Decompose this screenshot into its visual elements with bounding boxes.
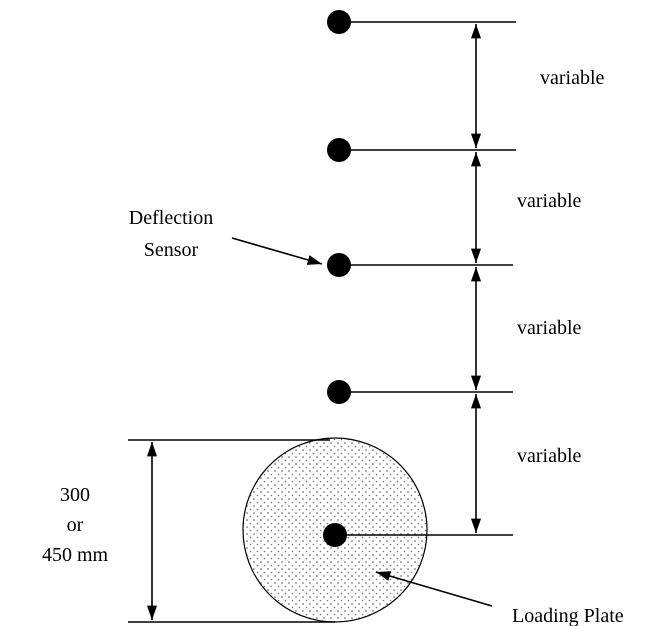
sensors [323, 10, 351, 547]
plate-label: Loading Plate [512, 605, 624, 626]
spacing-label: variable [517, 445, 582, 467]
dimension-arrows [146, 24, 493, 620]
spacing-label: variable [540, 67, 605, 89]
diameter-label: 450 mm [42, 544, 109, 566]
diameter-label: or [67, 514, 84, 536]
sensor-label: Deflection [129, 207, 213, 229]
diameter-label: 300 [60, 484, 90, 506]
reference-lines [128, 21, 516, 623]
spacing-label: variable [517, 317, 582, 339]
sensor-label: Sensor [144, 239, 199, 261]
spacing-label: variable [517, 190, 582, 212]
